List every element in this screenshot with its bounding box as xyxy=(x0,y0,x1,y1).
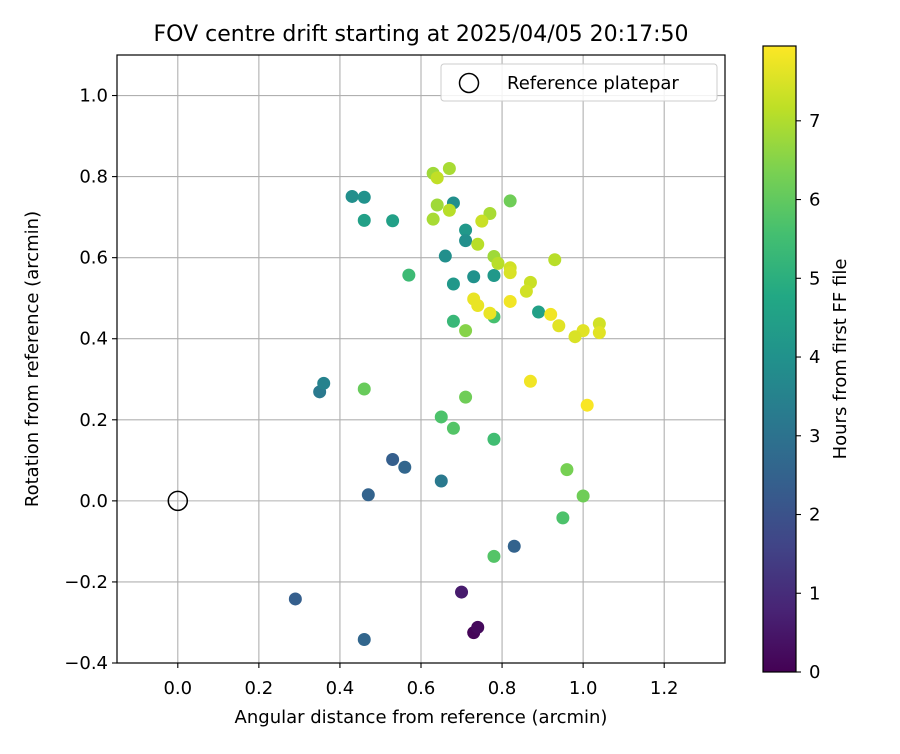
data-point xyxy=(317,376,331,390)
legend-label: Reference platepar xyxy=(507,73,679,94)
y-axis-label: Rotation from reference (arcmin) xyxy=(22,211,43,507)
data-point xyxy=(487,269,501,283)
data-point xyxy=(487,432,501,446)
data-point xyxy=(446,314,460,328)
data-point xyxy=(430,171,444,185)
data-point xyxy=(446,421,460,435)
colorbar-frame xyxy=(762,45,797,673)
data-point xyxy=(580,398,594,412)
x-tick-label: 0.0 xyxy=(163,678,192,699)
y-tick-label: 0.0 xyxy=(79,491,108,512)
colorbar-tick-label: 7 xyxy=(809,111,820,132)
legend-marker-icon xyxy=(458,72,480,94)
x-tick-label: 0.8 xyxy=(488,678,517,699)
data-point xyxy=(345,189,359,203)
data-point xyxy=(467,270,481,284)
colorbar-label: Hours from first FF file xyxy=(830,259,851,460)
data-points xyxy=(288,161,606,646)
data-point xyxy=(430,198,444,212)
data-point xyxy=(532,305,546,319)
colorbar-tick-label: 5 xyxy=(809,268,820,289)
data-point xyxy=(459,234,473,248)
data-point xyxy=(507,539,521,553)
data-point xyxy=(459,324,473,338)
colorbar-tick-label: 1 xyxy=(809,583,820,604)
data-point xyxy=(426,212,440,226)
grid-lines xyxy=(117,55,725,664)
y-tick-label: 0.4 xyxy=(79,329,108,350)
data-point xyxy=(442,161,456,175)
data-point xyxy=(503,266,517,280)
data-point xyxy=(552,319,566,333)
data-point xyxy=(519,284,533,298)
data-point xyxy=(483,206,497,220)
data-point xyxy=(491,256,505,270)
data-point xyxy=(442,203,456,217)
y-tick-label: 1.0 xyxy=(79,86,108,107)
data-point xyxy=(592,326,606,340)
data-point xyxy=(357,190,371,204)
data-point xyxy=(434,474,448,488)
data-point xyxy=(503,294,517,308)
y-tick-label: −0.4 xyxy=(64,653,108,674)
colorbar-tick-label: 4 xyxy=(809,347,820,368)
data-point xyxy=(357,382,371,396)
data-point xyxy=(556,511,570,525)
x-tick-label: 0.4 xyxy=(326,678,355,699)
data-point xyxy=(357,213,371,227)
data-point xyxy=(438,249,452,263)
data-point xyxy=(544,307,558,321)
data-point xyxy=(568,330,582,344)
data-point xyxy=(487,549,501,563)
data-point xyxy=(446,277,460,291)
y-axis-ticks: −0.4 −0.2 0.0 0.2 0.4 0.6 0.8 1.0 xyxy=(64,86,117,674)
x-tick-label: 1.0 xyxy=(569,678,598,699)
data-point xyxy=(560,463,574,477)
x-axis-label: Angular distance from reference (arcmin) xyxy=(235,707,608,728)
data-point xyxy=(592,317,606,331)
data-point xyxy=(455,585,469,599)
data-point xyxy=(386,214,400,228)
colorbar: 0 1 2 3 4 5 6 7 Hours from first FF file xyxy=(762,45,851,683)
colorbar-ticks: 0 1 2 3 4 5 6 7 xyxy=(796,111,820,683)
y-tick-label: 0.6 xyxy=(79,248,108,269)
y-tick-label: 0.2 xyxy=(79,410,108,431)
data-point xyxy=(471,620,485,634)
x-tick-label: 1.2 xyxy=(650,678,679,699)
data-point xyxy=(402,268,416,282)
data-point xyxy=(357,632,371,646)
colorbar-tick-label: 0 xyxy=(809,662,820,683)
data-point xyxy=(288,592,302,606)
reference-point-marker xyxy=(167,490,189,512)
data-point xyxy=(398,460,412,474)
colorbar-tick-label: 3 xyxy=(809,426,820,447)
data-point xyxy=(523,374,537,388)
y-tick-label: −0.2 xyxy=(64,572,108,593)
data-point xyxy=(471,298,485,312)
colorbar-tick-label: 6 xyxy=(809,190,820,211)
y-tick-label: 0.8 xyxy=(79,167,108,188)
colorbar-gradient xyxy=(763,46,796,672)
legend-box xyxy=(440,63,718,102)
legend: Reference platepar xyxy=(440,63,718,102)
data-point xyxy=(459,223,473,237)
data-point xyxy=(503,194,517,208)
data-point xyxy=(576,489,590,503)
data-point xyxy=(471,237,485,251)
data-point xyxy=(548,253,562,267)
data-point xyxy=(434,410,448,424)
x-tick-label: 0.2 xyxy=(245,678,274,699)
data-point xyxy=(361,488,375,502)
data-point xyxy=(459,390,473,404)
x-tick-label: 0.6 xyxy=(407,678,436,699)
x-axis-ticks: 0.0 0.2 0.4 0.6 0.8 1.0 1.2 xyxy=(163,663,679,699)
data-point xyxy=(386,453,400,467)
data-point xyxy=(483,306,497,320)
data-point xyxy=(475,214,489,228)
chart-title: FOV centre drift starting at 2025/04/05 … xyxy=(154,22,689,47)
colorbar-tick-label: 2 xyxy=(809,505,820,526)
